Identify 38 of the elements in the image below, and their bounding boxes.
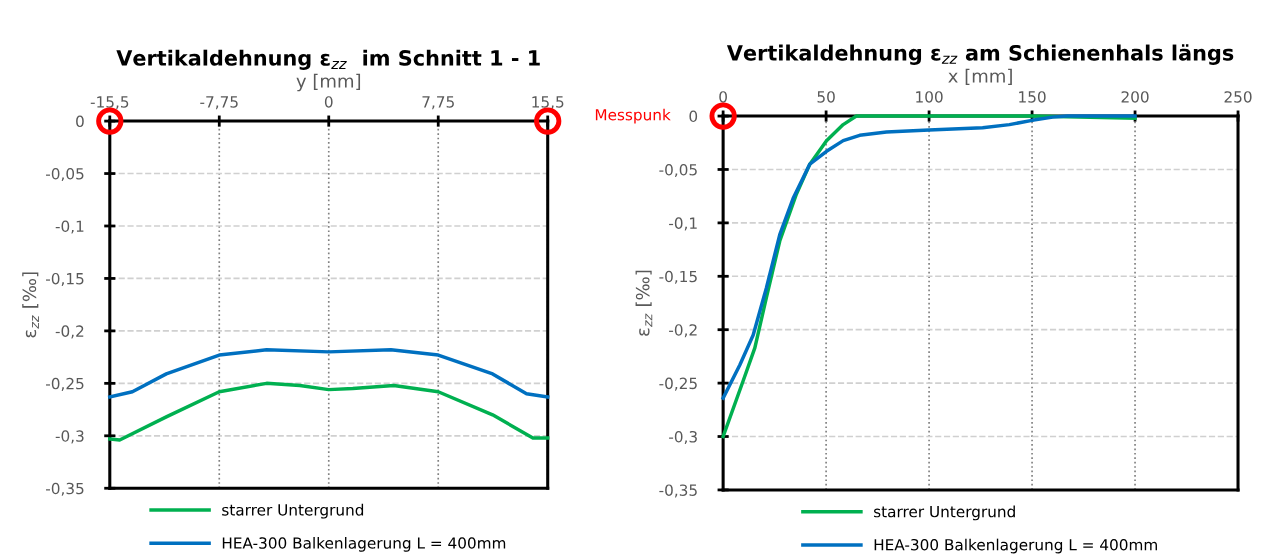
y-tick-label: -0,35 [46,482,84,496]
x-tick-label: 7,75 [422,96,454,110]
y-tick-label: -0,2 [669,324,697,338]
y-tick-label: -0,1 [55,220,84,234]
x-axis-title: x [mm] [948,68,1012,85]
y-tick-label: 0 [76,115,84,128]
y-tick-label: -0,15 [46,272,84,287]
legend-label: starrer Untergrund [222,503,364,519]
x-tick-label: 200 [1121,91,1149,103]
x-tick-label: -15,5 [90,96,129,110]
chart-title: Vertikaldehnung ε$_{zz}$ am Schienenhals längs [726,44,1234,65]
text: Messpunk [595,108,671,124]
x-tick-label: 15,5 [532,96,564,110]
chart-title: Vertikaldehnung ε$_{zz}$ im Schnitt 1 - 1 [116,49,540,71]
x-tick-label: 250 [1224,91,1252,103]
x-tick-label: 0 [719,91,727,103]
x-tick-label: 50 [817,91,835,103]
y-tick-label: -0,25 [46,377,84,391]
y-tick-label: 0 [689,110,698,123]
y-tick-label: -0,35 [659,484,697,498]
y-tick-label: -0,3 [55,430,84,444]
y-tick-label: -0,05 [659,163,697,178]
x-tick-label: 0 [324,96,333,108]
x-axis-title: y [mm] [296,73,361,92]
y-tick-label: -0,05 [46,168,84,182]
y-tick-label: -0,25 [659,377,697,391]
x-tick-label: 150 [1019,91,1046,103]
y-axis-title: ε$_{zz}$ [‰] [22,272,39,338]
y-tick-label: -0,2 [55,325,84,339]
y-axis-title: ε$_{zz}$ [‰] [635,270,653,336]
y-tick-label: -0,15 [659,270,697,284]
legend-label: HEA-300 Balkenlagerung L = 400mm [222,536,506,552]
x-tick-label: -7,75 [200,96,238,110]
y-tick-label: -0,1 [669,217,697,231]
y-tick-label: -0,3 [669,430,697,445]
x-tick-label: 100 [916,91,943,103]
legend-label: HEA-300 Balkenlagerung L = 400mm [874,538,1157,554]
legend-label: starrer Untergrund [873,505,1015,521]
